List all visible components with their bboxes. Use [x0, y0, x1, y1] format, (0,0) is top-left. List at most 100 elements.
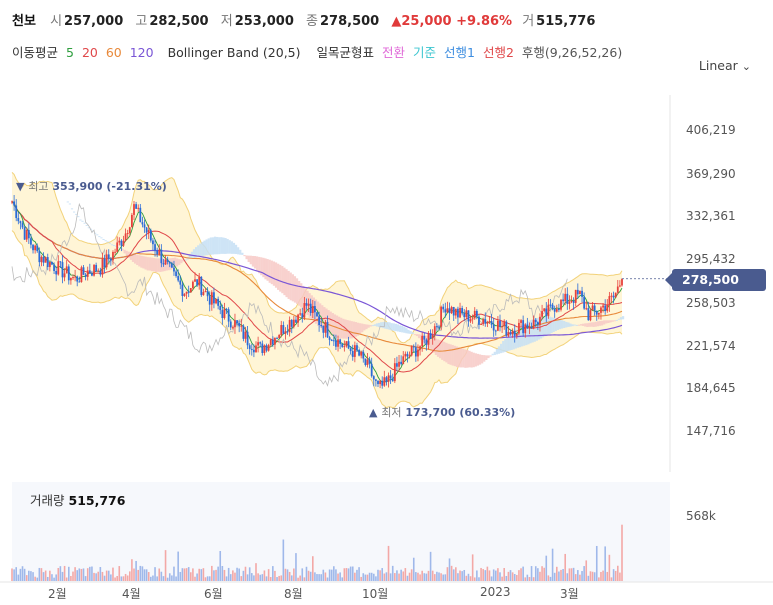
- candle-body: [425, 339, 428, 345]
- volume-bar: [139, 565, 142, 581]
- volume-bar: [160, 571, 163, 581]
- ichimoku-cloud-segment: [192, 249, 196, 258]
- volume-bar: [265, 576, 268, 581]
- ichimoku-cloud-segment: [525, 322, 528, 346]
- ichimoku-cloud-segment: [306, 290, 309, 315]
- candle-body: [185, 291, 188, 294]
- volume-bar: [246, 574, 249, 581]
- candle-body: [109, 258, 112, 261]
- ichimoku-cloud-segment: [462, 348, 465, 368]
- volume-bar: [562, 568, 564, 581]
- candle-body: [408, 355, 411, 357]
- ichimoku-cloud-segment: [207, 238, 210, 255]
- ichimoku-cloud-segment: [586, 323, 589, 328]
- volume-bar: [335, 569, 337, 581]
- volume-bar: [351, 566, 354, 581]
- ichimoku-cloud-segment: [382, 321, 385, 329]
- candle-body: [374, 379, 377, 381]
- ichimoku-cloud-segment: [432, 337, 435, 353]
- volume-bar: [38, 567, 41, 581]
- ichimoku-cloud-segment: [401, 325, 404, 333]
- volume-bar: [452, 569, 455, 581]
- candle-body: [433, 326, 436, 335]
- candle-body: [53, 264, 55, 271]
- candle-body: [118, 240, 121, 243]
- ichimoku-cloud-segment: [466, 349, 469, 368]
- ichimoku-cloud-segment: [556, 318, 559, 330]
- ichimoku-cloud-segment: [205, 239, 208, 256]
- volume-tick: 568k: [686, 509, 716, 523]
- ichimoku-cloud-segment: [266, 259, 269, 281]
- candle-body: [259, 342, 262, 344]
- volume-bar: [440, 573, 442, 581]
- ichimoku-cloud-segment: [157, 258, 160, 272]
- ichimoku-cloud-segment: [468, 350, 471, 368]
- candle-body: [600, 307, 602, 313]
- ichimoku-cloud-segment: [283, 267, 286, 296]
- candle-body: [316, 312, 318, 317]
- candle-body: [223, 309, 226, 319]
- candle-body: [442, 306, 445, 310]
- ichimoku-cloud-segment: [178, 259, 181, 265]
- volume-bar: [459, 570, 461, 581]
- y-tick-3: 295,432: [686, 252, 736, 266]
- candle-body: [326, 321, 329, 338]
- candle-body: [450, 307, 453, 314]
- volume-bar: [389, 573, 392, 581]
- volume-title: 거래량 515,776: [30, 493, 126, 508]
- candle-body: [469, 319, 472, 322]
- candle-body: [499, 320, 501, 327]
- ichimoku-label[interactable]: 일목균형표: [316, 45, 375, 60]
- candle-body: [166, 259, 169, 262]
- candle-body: [242, 325, 245, 339]
- candle-body: [170, 263, 173, 268]
- ichimoku-cloud-segment: [123, 249, 126, 254]
- candle-body: [191, 281, 194, 289]
- ichimoku-cloud-segment: [142, 256, 145, 269]
- ichimoku-cloud-segment: [249, 255, 252, 265]
- ichimoku-cloud-segment: [609, 320, 612, 323]
- volume-bar: [297, 577, 299, 581]
- candle-body: [244, 331, 247, 339]
- volume-value: 515,776: [536, 14, 596, 29]
- bollinger-legend[interactable]: Bollinger Band (20,5): [167, 45, 301, 60]
- volume-bar: [80, 568, 83, 581]
- ichimoku-cloud-segment: [331, 313, 334, 337]
- ichimoku-cloud-segment: [169, 258, 172, 270]
- ichimoku-cloud-segment: [539, 316, 543, 339]
- volume-bar: [185, 568, 188, 581]
- volume-bar: [421, 570, 423, 581]
- ichimoku-cloud-segment: [127, 251, 130, 258]
- volume-bar: [543, 567, 545, 581]
- candle-body: [457, 308, 459, 318]
- volume-bar: [72, 571, 74, 581]
- ma20-legend: 20: [81, 45, 98, 60]
- ichimoku-cloud-segment: [228, 240, 231, 254]
- volume-bar: [484, 570, 487, 581]
- candle-body: [97, 270, 100, 272]
- volume-bar: [89, 566, 91, 581]
- ma-label[interactable]: 이동평균: [12, 45, 59, 60]
- scale-dropdown[interactable]: Linear ⌄: [699, 58, 751, 73]
- candle-body: [93, 264, 95, 276]
- ichimoku-cloud-segment: [474, 353, 477, 367]
- volume-bar: [49, 570, 51, 581]
- candle-body: [95, 264, 98, 272]
- ichimoku-cloud-segment: [403, 327, 406, 333]
- candle-body: [137, 207, 140, 209]
- volume-bar: [455, 567, 457, 581]
- volume-bar: [250, 573, 253, 581]
- candle-body: [292, 319, 295, 327]
- candle-body: [120, 240, 123, 246]
- volume-bar: [70, 576, 72, 581]
- volume-bar: [181, 568, 184, 581]
- volume-bar: [255, 563, 257, 581]
- ichimoku-cloud-segment: [363, 324, 366, 331]
- candle-body: [400, 361, 403, 365]
- ichimoku-cloud-segment: [104, 240, 107, 242]
- volume-bar: [311, 556, 314, 581]
- volume-bar: [372, 573, 375, 581]
- ichimoku-cloud-segment: [619, 317, 623, 320]
- candle-body: [311, 306, 314, 313]
